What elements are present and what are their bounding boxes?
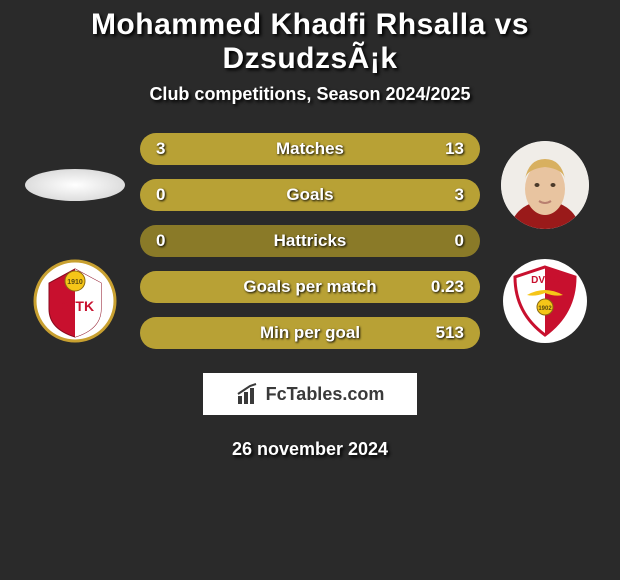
svg-text:1910: 1910 [67, 279, 83, 286]
club-badge-left: 1910 DVTK [33, 259, 117, 343]
branding-text: FcTables.com [266, 384, 385, 405]
placeholder-avatar-shape [25, 169, 125, 201]
stat-bar-min-per-goal: Min per goal 513 [140, 317, 480, 349]
branding-box: FcTables.com [203, 373, 417, 415]
stat-bar-goals-per-match: Goals per match 0.23 [140, 271, 480, 303]
stat-right-value: 0 [414, 231, 464, 251]
svg-text:DVTK: DVTK [56, 298, 94, 314]
stat-right-value: 0.23 [414, 277, 464, 297]
face-avatar-icon [501, 141, 589, 229]
club-badge-right: DVSC 1902 [503, 259, 587, 343]
right-player-column: DVSC 1902 [485, 133, 605, 343]
page-title: Mohammed Khadfi Rhsalla vs DzsudzsÃ¡k [0, 8, 620, 76]
dvtk-badge-icon: 1910 DVTK [33, 259, 117, 343]
svg-text:1902: 1902 [538, 306, 552, 312]
player-left-avatar [25, 141, 125, 229]
page-subtitle: Club competitions, Season 2024/2025 [0, 84, 620, 105]
stat-right-value: 513 [414, 323, 464, 343]
stat-bar-matches: 3 Matches 13 [140, 133, 480, 165]
stat-bar-hattricks: 0 Hattricks 0 [140, 225, 480, 257]
stat-bar-goals: 0 Goals 3 [140, 179, 480, 211]
dvsc-badge-icon: DVSC 1902 [507, 263, 583, 339]
stat-right-value: 13 [414, 139, 464, 159]
player-right-avatar [501, 141, 589, 229]
stats-column: 3 Matches 13 0 Goals 3 0 Hattricks 0 Goa… [135, 133, 485, 460]
comparison-date: 26 november 2024 [232, 439, 388, 460]
svg-text:DVSC: DVSC [531, 275, 559, 286]
chart-icon [236, 382, 260, 406]
left-player-column: 1910 DVTK [15, 133, 135, 343]
comparison-row: 1910 DVTK 3 Matches 13 0 Goals 3 0 Hattr… [0, 133, 620, 460]
stat-right-value: 3 [414, 185, 464, 205]
